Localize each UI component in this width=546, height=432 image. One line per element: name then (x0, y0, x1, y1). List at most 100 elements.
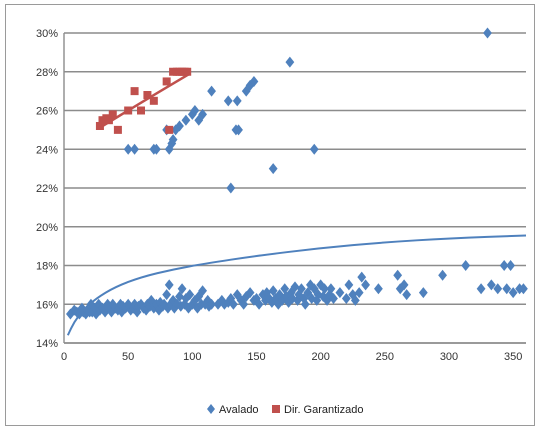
garantizado-point (183, 67, 192, 76)
avalado-point (113, 304, 123, 316)
avalado-point (285, 56, 295, 68)
avalado-point (207, 298, 216, 310)
avalado-point (300, 298, 310, 310)
data-points (66, 27, 528, 320)
avalado-point (483, 27, 492, 39)
avalado-point (234, 124, 243, 136)
garantizado-point (95, 122, 104, 130)
x-tick-label: 350 (504, 351, 522, 363)
avalado-point (280, 283, 290, 295)
legend: Avalado Dir. Garantizado (207, 404, 363, 416)
avalado-point (168, 294, 178, 306)
avalado-point (130, 298, 139, 310)
avalado-point (268, 163, 278, 175)
x-tick-label: 200 (311, 351, 329, 363)
avalado-point (499, 260, 509, 271)
legend-item: Avalado (207, 404, 259, 416)
avalado-point (502, 283, 512, 295)
avalado-point (175, 120, 184, 132)
legend-square-icon (272, 405, 280, 413)
avalado-point (207, 85, 216, 97)
garantizado-point (149, 96, 158, 105)
garantizado-point (162, 77, 171, 86)
y-tick-label: 16% (36, 299, 58, 311)
avalado-point (344, 279, 354, 291)
avalado-point (149, 302, 159, 314)
avalado-point (354, 287, 364, 299)
avalado-point (320, 283, 329, 295)
avalado-point (141, 304, 151, 316)
avalado-point (94, 298, 104, 310)
avalado-point (104, 302, 114, 314)
avalado-point (226, 182, 236, 194)
avalado-point (66, 308, 75, 320)
y-tick-label: 20% (36, 222, 58, 234)
chart-frame: 14% 16% 18% 20% 22% 24% 26% 28% 30% 0 50 100 150 200… (5, 4, 535, 426)
garantizado-point (113, 125, 122, 134)
avalado-point (341, 292, 351, 304)
avalado-point (86, 298, 96, 310)
avalado-point (166, 298, 175, 310)
avalado-point (154, 304, 164, 316)
avalado-point (190, 294, 200, 306)
avalado-point (519, 283, 528, 295)
legend-label: Avalado (219, 404, 259, 416)
avalado-point (223, 95, 233, 107)
garantizado-point (124, 106, 133, 115)
avalado-point (198, 285, 207, 297)
avalado-point (335, 287, 345, 299)
avalado-point (418, 287, 428, 299)
avalado-point (393, 269, 403, 281)
avalado-point (226, 292, 236, 304)
avalado-point (130, 143, 139, 155)
y-tick-label: 22% (36, 183, 58, 195)
x-tick-label: 0 (61, 351, 67, 363)
avalado-point (281, 291, 291, 302)
avalado-point (374, 283, 383, 295)
avalado-point (164, 279, 174, 291)
avalado-point (486, 279, 496, 291)
avalado-point (299, 292, 309, 304)
avalado-point (271, 292, 281, 304)
y-tick-label: 14% (36, 338, 58, 350)
avalado-point (329, 292, 338, 304)
avalado-point (171, 124, 181, 136)
x-axis-ticks: 0 50 100 150 200 250 300 350 (61, 351, 522, 363)
avalado-point (187, 298, 197, 310)
avalado-point (107, 306, 116, 318)
avalado-point (121, 302, 130, 314)
avalado-point (177, 283, 187, 295)
axes (63, 33, 526, 344)
avalado-point (152, 143, 161, 155)
y-axis-ticks: 14% 16% 18% 20% 22% 24% 26% 28% 30% (36, 28, 58, 350)
avalado-point (198, 108, 207, 120)
avalado-point (318, 291, 328, 302)
avalado-point (245, 79, 255, 91)
avalado-point (508, 287, 518, 299)
avalado-point (187, 108, 197, 120)
avalado-point (348, 289, 358, 301)
avalado-point (357, 271, 367, 283)
avalado-point (290, 281, 300, 293)
avalado-point (262, 287, 272, 299)
scatter-chart: 14% 16% 18% 20% 22% 24% 26% 28% 30% 0 50 100 150 200… (36, 27, 528, 416)
avalado-point (168, 134, 178, 146)
garantizado-point (143, 91, 152, 99)
avalado-point (75, 308, 84, 320)
avalado-point (326, 283, 336, 295)
avalado-point (297, 283, 306, 295)
y-tick-label: 28% (36, 67, 58, 79)
y-tick-label: 26% (36, 106, 58, 118)
garantizado-point (130, 87, 139, 96)
x-tick-label: 300 (440, 351, 458, 363)
avalado-point (163, 302, 173, 314)
avalado-point (87, 306, 97, 318)
y-tick-label: 18% (36, 261, 58, 273)
x-tick-label: 100 (183, 351, 201, 363)
avalado-point (493, 283, 503, 295)
avalado-point (395, 283, 405, 295)
avalado-point (309, 283, 319, 295)
avalado-point (309, 143, 319, 155)
avalado-point (245, 287, 255, 299)
legend-item: Dir. Garantizado (272, 404, 363, 416)
